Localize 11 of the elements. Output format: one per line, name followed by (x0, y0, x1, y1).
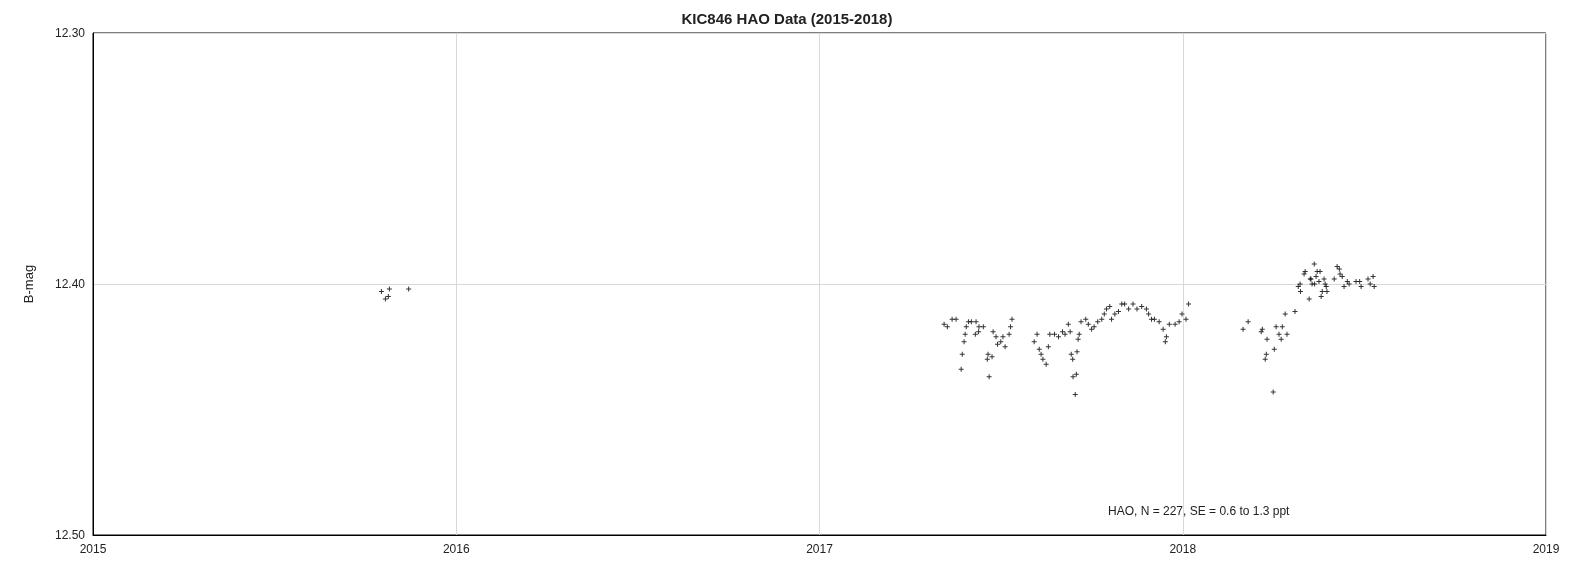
x-tick-label: 2015 (79, 542, 107, 556)
x-tick-label: 2017 (806, 542, 834, 556)
y-tick-label: 12.30 (54, 26, 86, 40)
y-tick-label: 12.50 (54, 528, 86, 542)
x-tick-label: 2019 (1532, 542, 1560, 556)
y-axis-title: B-mag (21, 264, 36, 304)
x-tick-label: 2018 (1169, 542, 1197, 556)
chart-title: KIC846 HAO Data (2015-2018) (681, 10, 893, 27)
x-tick-label: 2016 (442, 542, 470, 556)
annotation: HAO, N = 227, SE = 0.6 to 1.3 ppt (1108, 504, 1290, 518)
y-tick-label: 12.40 (54, 277, 86, 291)
